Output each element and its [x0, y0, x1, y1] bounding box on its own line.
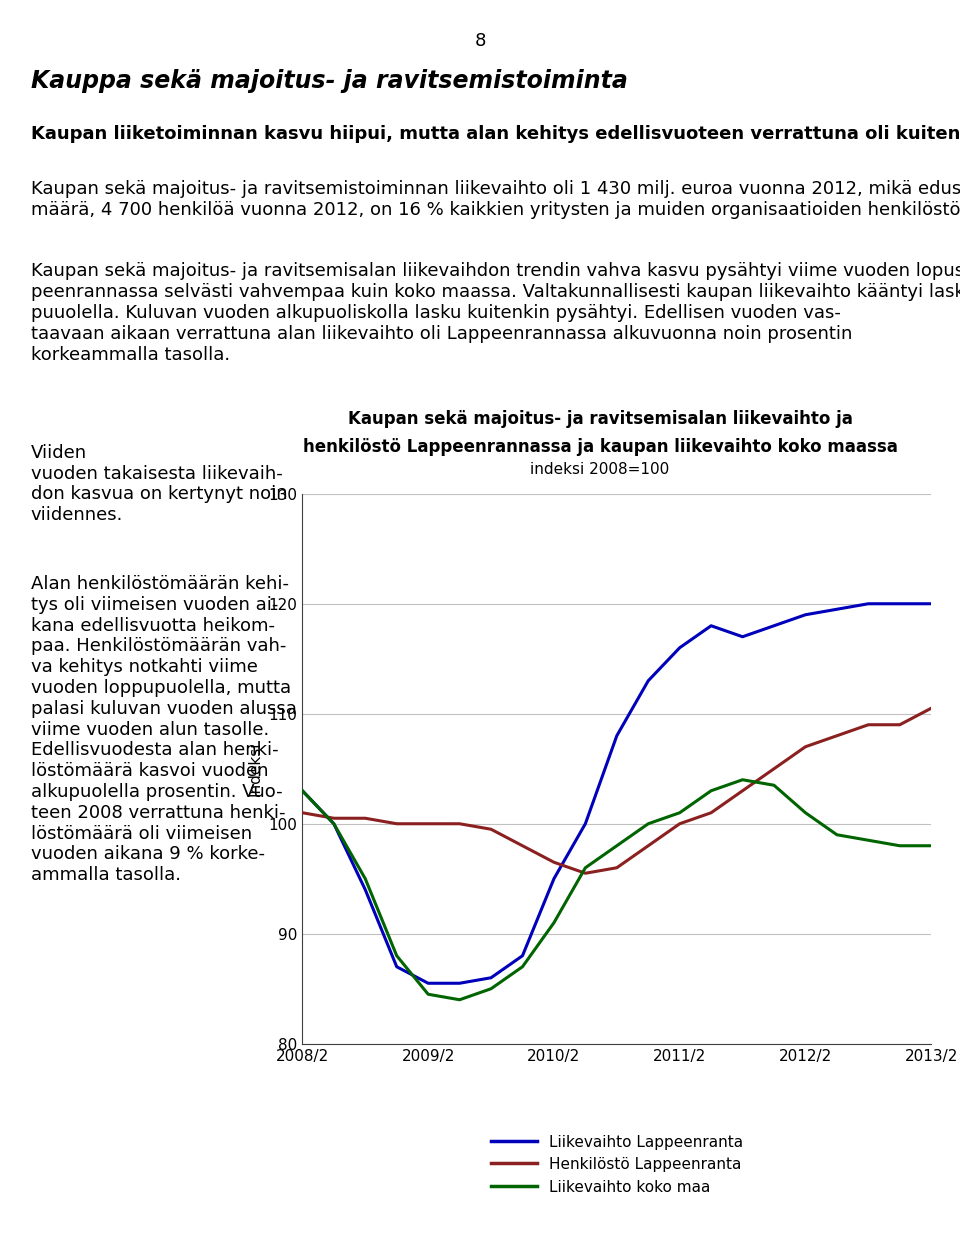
- Y-axis label: Indeksi: Indeksi: [248, 741, 263, 796]
- Text: Alan henkilöstömäärän kehi-
tys oli viimeisen vuoden ai-
kana edellisvuotta heik: Alan henkilöstömäärän kehi- tys oli viim…: [31, 575, 297, 884]
- Text: Kaupan liiketoiminnan kasvu hiipui, mutta alan kehitys edellisvuoteen verrattuna: Kaupan liiketoiminnan kasvu hiipui, mutt…: [31, 125, 960, 142]
- Text: 8: 8: [474, 32, 486, 50]
- Text: Kauppa sekä majoitus- ja ravitsemistoiminta: Kauppa sekä majoitus- ja ravitsemistoimi…: [31, 69, 628, 92]
- Legend: Liikevaihto Lappeenranta, Henkilöstö Lappeenranta, Liikevaihto koko maa: Liikevaihto Lappeenranta, Henkilöstö Lap…: [485, 1129, 749, 1201]
- Text: Viiden
vuoden takaisesta liikevaih-
don kasvua on kertynyt noin
viidennes.: Viiden vuoden takaisesta liikevaih- don …: [31, 444, 287, 524]
- Text: henkilöstö Lappeenrannassa ja kaupan liikevaihto koko maassa: henkilöstö Lappeenrannassa ja kaupan lii…: [302, 438, 898, 455]
- Text: Kaupan sekä majoitus- ja ravitsemisalan liikevaihto ja: Kaupan sekä majoitus- ja ravitsemisalan …: [348, 410, 852, 428]
- Text: Kaupan sekä majoitus- ja ravitsemistoiminnan liikevaihto oli 1 430 milj. euroa v: Kaupan sekä majoitus- ja ravitsemistoimi…: [31, 180, 960, 219]
- Text: Kaupan sekä majoitus- ja ravitsemisalan liikevaihdon trendin vahva kasvu pysähty: Kaupan sekä majoitus- ja ravitsemisalan …: [31, 262, 960, 364]
- Text: indeksi 2008=100: indeksi 2008=100: [530, 462, 670, 478]
